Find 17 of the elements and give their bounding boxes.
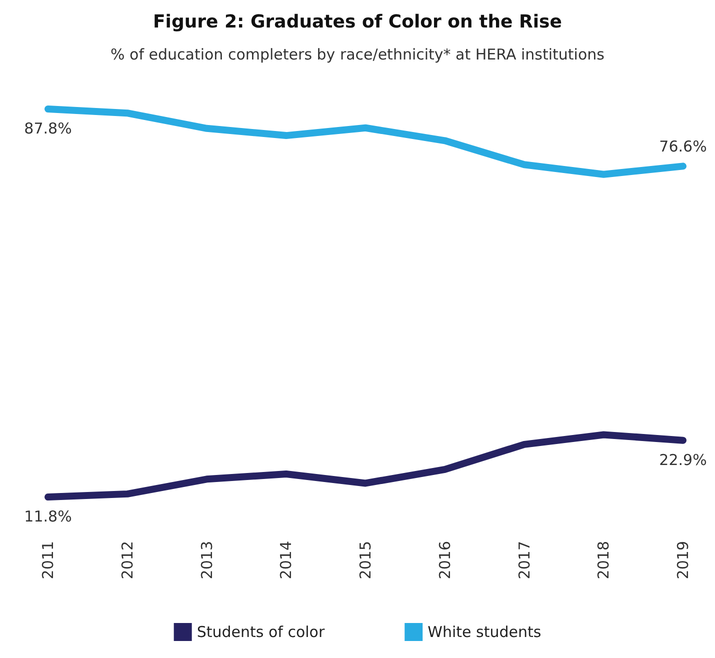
x-tick-label: 2019: [674, 541, 692, 580]
x-tick-label: 2013: [198, 541, 216, 580]
data-label: 87.8%: [24, 120, 72, 138]
legend-label: Students of color: [196, 623, 326, 641]
x-tick-label: 2016: [436, 541, 454, 580]
chart-title: Figure 2: Graduates of Color on the Rise: [153, 12, 562, 32]
x-tick-label: 2018: [594, 541, 613, 580]
x-tick-label: 2015: [356, 541, 374, 580]
x-tick-label: 2017: [515, 541, 534, 580]
data-label: 76.6%: [659, 138, 707, 156]
x-tick-label: 2014: [277, 541, 296, 580]
chart-subtitle: % of education completers by race/ethnicity* at HERA institutions: [110, 46, 605, 64]
x-tick-label: 2012: [118, 541, 136, 580]
data-label: 11.8%: [24, 508, 72, 526]
data-label: 22.9%: [659, 450, 707, 469]
legend-label: White students: [428, 623, 542, 641]
x-tick-label: 2011: [39, 541, 57, 580]
